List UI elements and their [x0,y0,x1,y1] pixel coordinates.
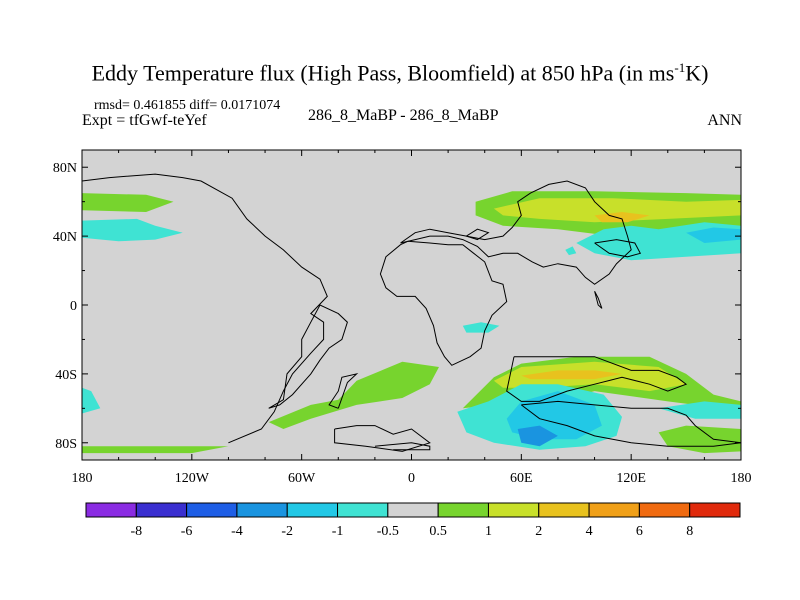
contour-fill-layer [82,191,741,454]
colorbar-swatch [337,502,389,518]
x-tick-label: 0 [408,471,415,486]
colorbar-swatch [588,502,640,518]
contour-region-cyan [82,218,183,242]
coastline-segment [594,239,642,258]
y-tick-label: 80N [53,161,77,176]
colorbar-label: -4 [231,524,243,539]
coastline-segment [374,442,431,451]
y-tick-label: 0 [70,299,77,314]
title-main: Eddy Temperature flux (High Pass, Bloomf… [91,60,675,86]
colorbar-swatch [286,502,339,518]
colorbar-swatch [437,502,489,518]
x-tick-label: 120E [616,471,646,486]
colorbar-label: 4 [586,524,593,539]
contour-region-green [268,361,439,429]
contour-region-cyan [462,322,500,333]
contour-region-cyan [82,387,101,414]
colorbar: -8 -6 -4 -2 -1 -0.5 0.5 1 2 4 6 8 [85,502,741,539]
contour-region-blue [517,425,558,447]
coastline-segment [82,173,328,444]
x-tick-label: 180 [731,471,752,486]
stats-label: rmsd= 0.461855 diff= 0.0171074 [94,98,281,113]
x-tick-label: 60E [510,471,533,486]
colorbar-label: -8 [130,524,142,539]
coastline-segment [520,400,741,447]
colorbar-swatch [135,502,188,518]
coastline-segment [466,228,490,241]
colorbar-label: 0.5 [429,524,447,539]
colorbar-swatch [689,502,741,518]
colorbar-swatch [638,502,691,518]
axes-layer: 180 120W 60W 0 60E 120E 180 80N 40N 0 40S 80S [53,150,752,486]
x-tick-label: 120W [175,471,210,486]
coastline-segment [334,425,431,452]
contour-region-lightblue [686,227,741,243]
colorbar-label: 1 [485,524,492,539]
colorbar-label: -2 [281,524,293,539]
colorbar-swatch [85,502,137,518]
colorbar-label: 6 [636,524,643,539]
coastline-segment [328,372,359,409]
colorbar-swatch [538,502,590,518]
contour-region-cyan [658,401,741,419]
title-end: K) [685,60,709,86]
contour-region-green [82,193,174,212]
contour-region-yellow [521,370,622,380]
chart-title: Eddy Temperature flux (High Pass, Bloomf… [0,60,800,86]
colorbar-label: -0.5 [377,524,399,539]
colorbar-label: 2 [535,524,542,539]
y-tick-label: 40S [55,368,77,383]
contour-region-cyan [565,246,577,256]
case-label: 286_8_MaBP - 286_8_MaBP [308,107,499,124]
colorbar-label: -6 [181,524,193,539]
experiment-label: Expt = tfGwf-teYef [82,112,207,129]
colorbar-label: -1 [332,524,344,539]
coastline-segment [594,290,603,309]
coastline-segment [400,180,632,285]
coastline-segment [268,304,348,409]
colorbar-label: 8 [686,524,693,539]
season-label: ANN [707,112,742,129]
colorbar-swatch [387,502,439,518]
coastline-layer [82,173,741,452]
coastline-segment [379,240,508,366]
contour-region-green [82,446,229,454]
colorbar-swatch [236,502,288,518]
y-tick-label: 40N [53,230,77,245]
colorbar-swatch [487,502,540,518]
coastline-segment [506,356,688,402]
contour-region-yellowgreen [493,198,741,223]
colorbar-swatch [186,502,238,518]
x-tick-label: 60W [288,471,316,486]
x-tick-label: 180 [72,471,93,486]
y-tick-label: 80S [55,437,77,452]
title-sup: -1 [674,60,686,75]
